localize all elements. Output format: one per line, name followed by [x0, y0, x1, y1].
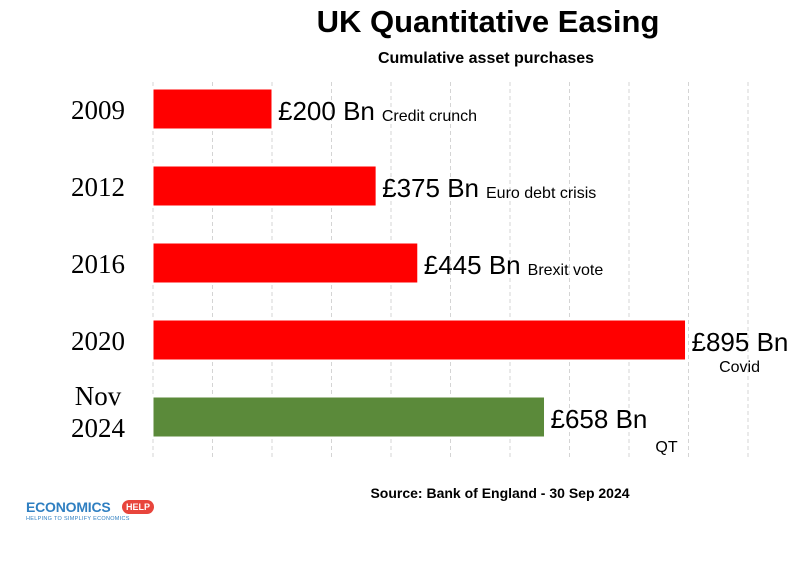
economics-help-logo: ECONOMICS HELP HELPING TO SIMPLIFY ECONO… — [26, 499, 166, 531]
logo-badge: HELP — [122, 500, 155, 514]
annotation-2020: Covid — [719, 359, 760, 376]
category-label-line: 2024 — [71, 413, 126, 443]
logo-text: ECONOMICS — [26, 499, 111, 515]
bar-nov-2024 — [152, 396, 546, 438]
value-label-2012: £375 Bn — [382, 173, 479, 203]
category-label-2020: 2020 — [71, 326, 125, 356]
category-label-2009: 2009 — [71, 95, 125, 125]
annotation-nov-2024: QT — [655, 439, 677, 456]
bar-2009 — [152, 88, 273, 130]
value-label-2020: £895 Bn — [692, 327, 789, 357]
logo-tagline: HELPING TO SIMPLIFY ECONOMICS — [26, 516, 130, 522]
source-note: Source: Bank of England - 30 Sep 2024 — [370, 485, 630, 501]
category-label-2012: 2012 — [71, 172, 125, 202]
value-label-2016: £445 Bn — [424, 250, 521, 280]
labels: 2009 £200 Bn Credit crunch 2012 £375 Bn Euro … — [71, 95, 788, 456]
bar-2016 — [152, 242, 419, 284]
annotation-2012: Euro debt crisis — [486, 185, 596, 202]
chart-title: UK Quantitative Easing — [316, 4, 660, 39]
annotation-2009: Credit crunch — [382, 108, 477, 125]
value-label-nov-2024: £658 Bn — [551, 404, 648, 434]
bar-2012 — [152, 165, 377, 207]
category-label-nov-2024: Nov 2024 — [71, 381, 126, 443]
bars — [152, 88, 687, 438]
category-label-line: Nov — [75, 381, 122, 411]
annotation-2016: Brexit vote — [528, 262, 604, 279]
bar-2020 — [152, 319, 687, 361]
chart-subtitle: Cumulative asset purchases — [377, 50, 595, 67]
category-label-2016: 2016 — [71, 249, 125, 279]
value-label-2009: £200 Bn — [278, 96, 375, 126]
